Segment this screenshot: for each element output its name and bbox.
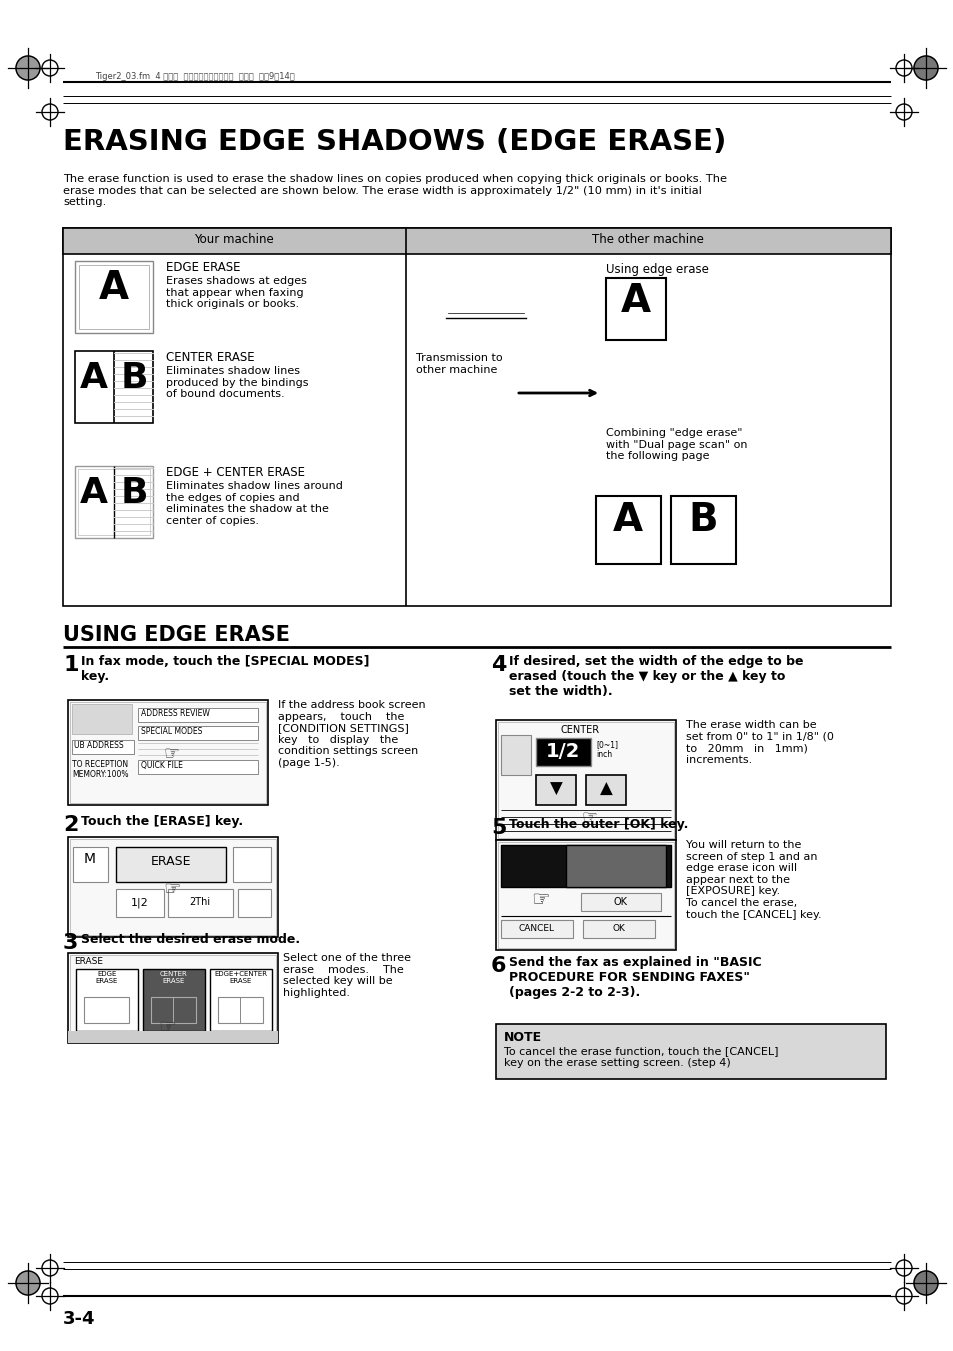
Bar <box>75 466 152 538</box>
Text: 1|2: 1|2 <box>131 897 149 908</box>
Circle shape <box>16 1271 40 1296</box>
Text: The other machine: The other machine <box>592 232 703 246</box>
Bar <box>496 720 676 840</box>
Text: CANCEL: CANCEL <box>518 924 555 934</box>
Bar <box>596 496 660 563</box>
Text: ☞: ☞ <box>580 808 597 825</box>
Text: 1/2: 1/2 <box>545 742 579 761</box>
Text: 5: 5 <box>491 817 506 838</box>
Text: MEMORY:100%: MEMORY:100% <box>71 770 129 780</box>
Text: B: B <box>120 476 148 509</box>
Text: B: B <box>120 361 148 394</box>
Bar <box>79 265 149 330</box>
Bar <box>536 738 590 766</box>
Text: The erase width can be
set from 0" to 1" in 1/8" (0
to   20mm   in   1mm)
increm: The erase width can be set from 0" to 1"… <box>685 720 833 765</box>
Bar <box>75 351 152 423</box>
Text: EDGE
ERASE: EDGE ERASE <box>95 971 118 984</box>
Text: USING EDGE ERASE: USING EDGE ERASE <box>63 626 290 644</box>
Bar <box>68 952 277 1043</box>
Text: NOTE: NOTE <box>503 1031 541 1044</box>
Text: Touch the [ERASE] key.: Touch the [ERASE] key. <box>81 815 243 828</box>
Bar <box>210 969 272 1031</box>
Bar <box>585 775 625 805</box>
Text: 3-4: 3-4 <box>63 1310 95 1328</box>
Bar <box>582 920 655 938</box>
Bar <box>76 969 138 1031</box>
Bar <box>116 889 164 917</box>
Bar <box>138 725 257 740</box>
Text: ▲: ▲ <box>599 780 612 798</box>
Text: [0~1]
inch: [0~1] inch <box>596 740 618 759</box>
Text: Transmission to
other machine: Transmission to other machine <box>416 353 502 374</box>
Text: A: A <box>99 269 129 307</box>
Text: Eliminates shadow lines around
the edges of copies and
eliminates the shadow at : Eliminates shadow lines around the edges… <box>166 481 342 526</box>
Text: A: A <box>620 282 650 320</box>
Text: Send the fax as explained in "BASIC
PROCEDURE FOR SENDING FAXES"
(pages 2-2 to 2: Send the fax as explained in "BASIC PROC… <box>509 957 760 998</box>
Bar <box>565 844 665 888</box>
Text: ADDRESS REVIEW: ADDRESS REVIEW <box>141 709 210 717</box>
Text: OK: OK <box>614 897 627 907</box>
Bar <box>497 842 673 948</box>
Text: ☞: ☞ <box>531 890 549 911</box>
Text: CENTER: CENTER <box>560 725 599 735</box>
Text: In fax mode, touch the [SPECIAL MODES]
key.: In fax mode, touch the [SPECIAL MODES] k… <box>81 655 369 684</box>
Text: To cancel the erase function, touch the [CANCEL]
key on the erase setting screen: To cancel the erase function, touch the … <box>503 1046 778 1067</box>
Text: Combining "edge erase"
with "Dual page scan" on
the following page: Combining "edge erase" with "Dual page s… <box>605 428 747 461</box>
Text: ☞: ☞ <box>158 1019 175 1038</box>
Text: Touch the outer [OK] key.: Touch the outer [OK] key. <box>509 817 688 831</box>
Text: If the address book screen
appears,    touch    the
[CONDITION SETTINGS]
key   t: If the address book screen appears, touc… <box>277 700 425 767</box>
Bar <box>63 228 890 607</box>
Text: Your machine: Your machine <box>193 232 274 246</box>
Text: ▼: ▼ <box>549 780 561 798</box>
Text: B: B <box>687 501 717 539</box>
Text: EDGE + CENTER ERASE: EDGE + CENTER ERASE <box>166 466 305 480</box>
Text: EDGE+CENTER
ERASE: EDGE+CENTER ERASE <box>214 971 267 984</box>
Bar <box>605 278 665 340</box>
Bar <box>536 775 576 805</box>
Text: CENTER
ERASE: CENTER ERASE <box>160 971 188 984</box>
Text: A: A <box>80 361 108 394</box>
Circle shape <box>913 1271 937 1296</box>
Text: A: A <box>80 476 108 509</box>
Bar <box>168 889 233 917</box>
Bar <box>500 735 531 775</box>
Text: 2: 2 <box>63 815 78 835</box>
Bar <box>84 997 129 1023</box>
Text: UB ADDRESS: UB ADDRESS <box>74 740 124 750</box>
Bar <box>63 228 890 254</box>
Text: 2Thi: 2Thi <box>190 897 211 907</box>
Text: ☞: ☞ <box>163 880 180 898</box>
Bar <box>71 704 132 734</box>
Text: M: M <box>84 852 96 866</box>
Text: 3: 3 <box>63 934 78 952</box>
Bar <box>68 838 277 938</box>
Bar <box>70 839 275 935</box>
Polygon shape <box>440 363 531 408</box>
Bar <box>151 997 195 1023</box>
Bar <box>75 261 152 332</box>
Bar <box>496 840 676 950</box>
Text: SPECIAL MODES: SPECIAL MODES <box>141 727 202 736</box>
Text: 4: 4 <box>491 655 506 676</box>
Bar <box>68 700 268 805</box>
Text: Tiger2_03.fm  4 ページ  ２００４年９月１６日  木曜日  午前9時14分: Tiger2_03.fm 4 ページ ２００４年９月１６日 木曜日 午前9時14… <box>95 72 294 81</box>
Text: 6: 6 <box>491 957 506 975</box>
Bar <box>218 997 263 1023</box>
Bar <box>68 1031 277 1043</box>
Bar <box>71 740 133 754</box>
Text: EDGE ERASE: EDGE ERASE <box>166 261 240 274</box>
Bar <box>580 893 660 911</box>
Text: The erase function is used to erase the shadow lines on copies produced when cop: The erase function is used to erase the … <box>63 174 726 207</box>
Text: ☞: ☞ <box>163 744 179 762</box>
Bar <box>73 847 108 882</box>
Bar <box>237 889 271 917</box>
Bar <box>116 847 226 882</box>
Circle shape <box>16 55 40 80</box>
Text: ERASE: ERASE <box>151 855 191 867</box>
Bar <box>497 721 673 838</box>
Text: Select one of the three
erase    modes.    The
selected key will be
highlighted.: Select one of the three erase modes. The… <box>283 952 411 998</box>
Bar <box>70 703 266 802</box>
Bar <box>143 969 205 1031</box>
Text: If desired, set the width of the edge to be
erased (touch the ▼ key or the ▲ key: If desired, set the width of the edge to… <box>509 655 802 698</box>
Bar <box>70 955 275 1042</box>
